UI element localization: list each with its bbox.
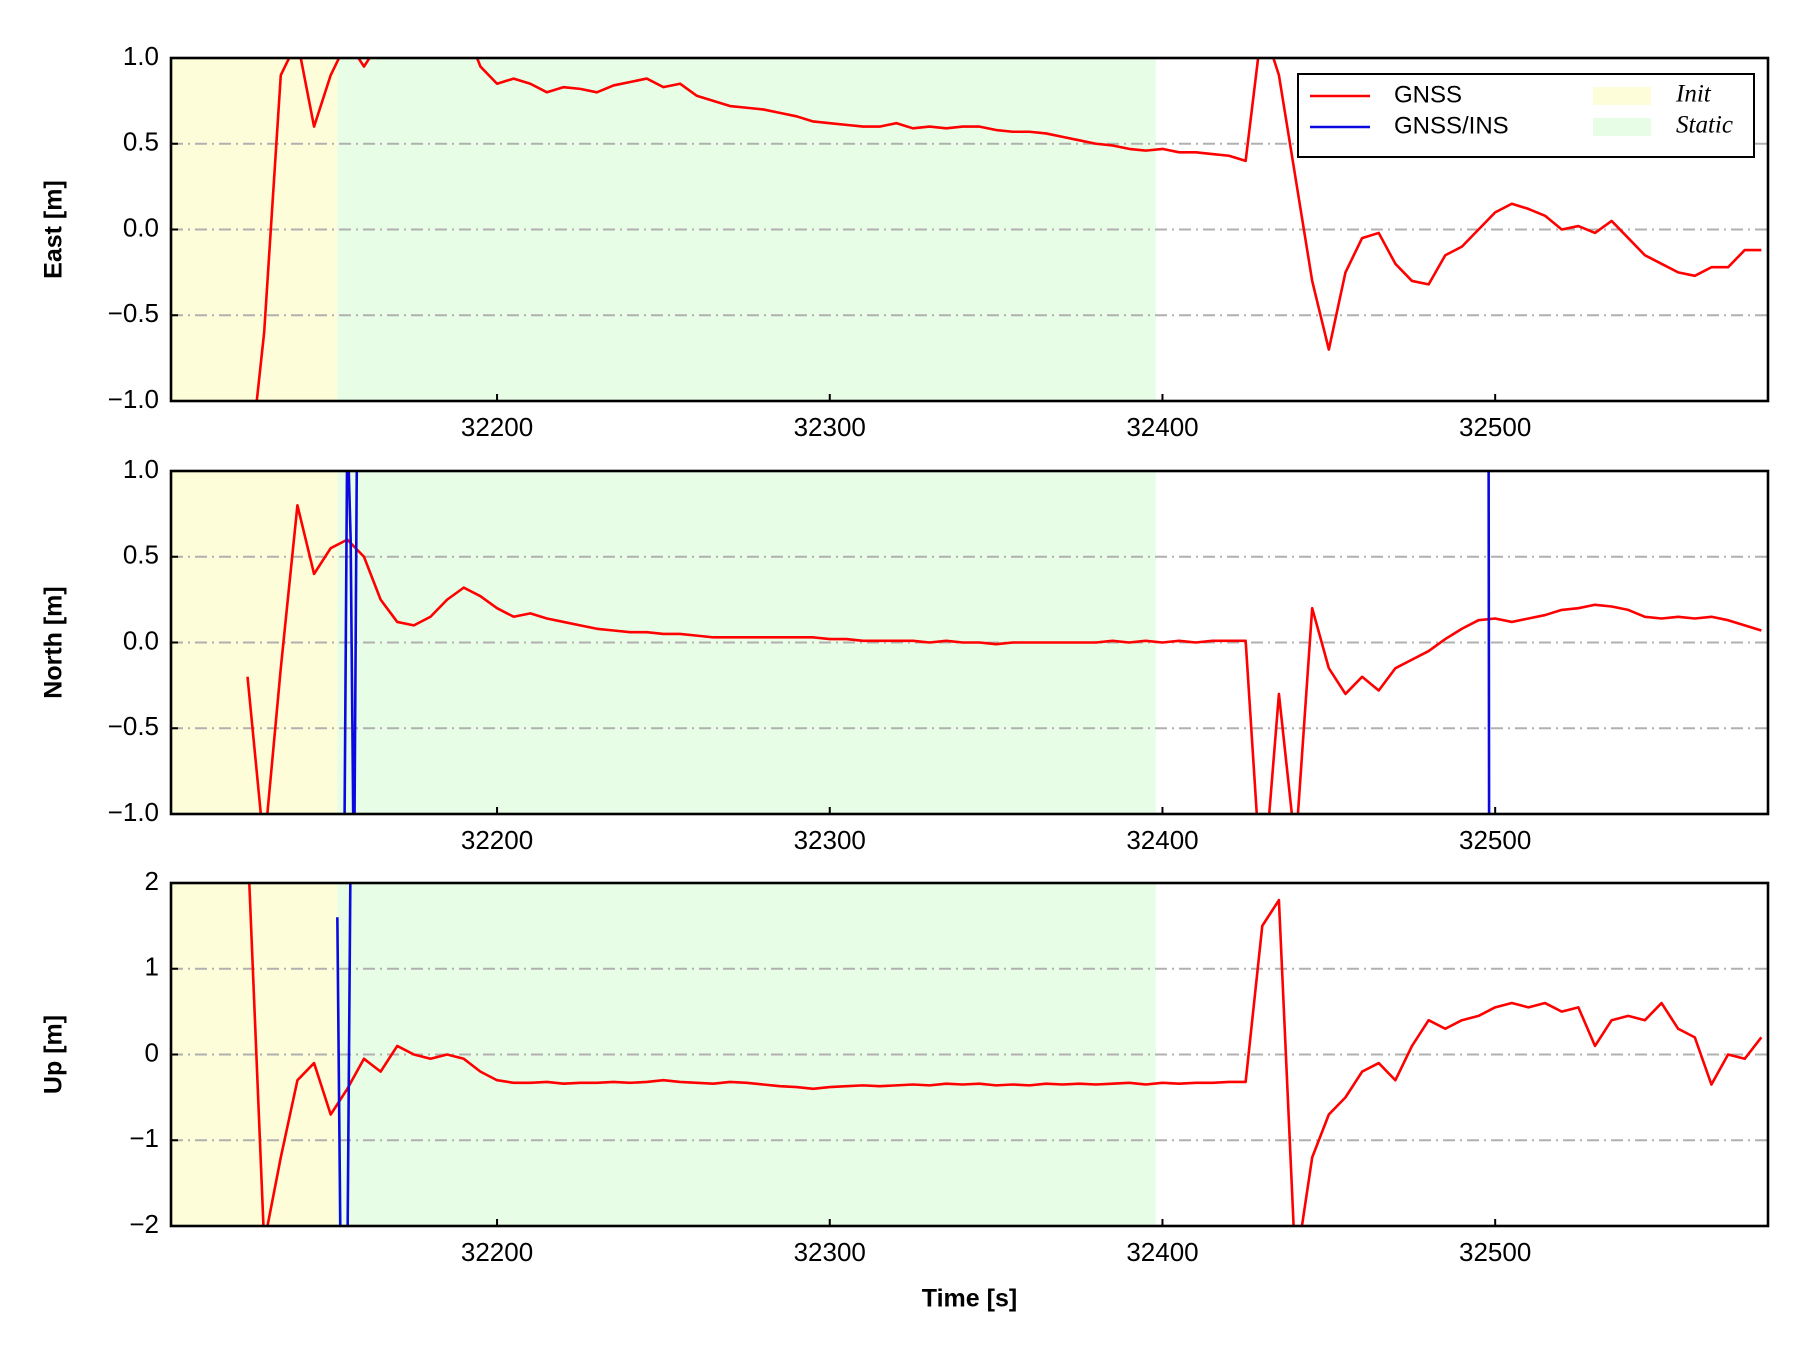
data-line (247, 883, 1763, 1226)
data-line (343, 471, 1491, 814)
y-tick-label: 1.0 (123, 41, 159, 71)
y-tick-label: −1.0 (108, 384, 159, 414)
x-tick-label: 32500 (1459, 825, 1531, 855)
data-line (246, 504, 1762, 814)
legend-label: Static (1676, 112, 1733, 139)
x-tick-label: 32400 (1126, 1237, 1198, 1267)
x-tick-label: 32300 (794, 825, 866, 855)
legend: GNSS GNSS/INS Init Static (1297, 73, 1755, 158)
x-axis-label: Time [s] (922, 1285, 1017, 1313)
y-tick-label: 2 (145, 866, 159, 896)
plot-frame (169, 469, 1770, 816)
x-tick-label: 32300 (794, 1237, 866, 1267)
legend-box (1297, 73, 1755, 158)
legend-label: GNSS (1394, 81, 1462, 108)
plot-frame (169, 881, 1770, 1228)
x-tick-label: 32200 (461, 412, 533, 442)
y-tick-label: 0.5 (123, 127, 159, 157)
y-tick-label: 1.0 (123, 454, 159, 484)
plot-frame (169, 56, 1770, 403)
x-tick-label: 32300 (794, 412, 866, 442)
legend-label: Init (1675, 81, 1712, 108)
y-axis-label: East [m] (40, 180, 68, 279)
y-tick-label: −1.0 (108, 797, 159, 827)
y-tick-label: 0.5 (123, 540, 159, 570)
y-axis-label: North [m] (40, 586, 68, 698)
y-tick-label: 1 (145, 952, 159, 982)
data-line (255, 58, 1762, 401)
y-tick-label: −2 (129, 1209, 159, 1239)
x-tick-label: 32200 (461, 1237, 533, 1267)
x-tick-label: 32500 (1459, 412, 1531, 442)
y-tick-label: −1 (129, 1123, 159, 1153)
data-line (336, 883, 352, 1226)
x-tick-label: 32400 (1126, 412, 1198, 442)
y-tick-label: 0.0 (123, 212, 159, 242)
y-tick-label: 0.0 (123, 625, 159, 655)
x-tick-label: 32200 (461, 825, 533, 855)
legend-label: GNSS/INS (1394, 112, 1509, 139)
x-tick-label: 32500 (1459, 1237, 1531, 1267)
x-tick-label: 32400 (1126, 825, 1198, 855)
y-tick-label: −0.5 (108, 711, 159, 741)
y-axis-label: Up [m] (40, 1015, 68, 1094)
legend-patch (1593, 87, 1651, 105)
y-tick-label: −0.5 (108, 298, 159, 328)
y-tick-label: 0 (145, 1037, 159, 1067)
legend-patch (1593, 118, 1651, 136)
